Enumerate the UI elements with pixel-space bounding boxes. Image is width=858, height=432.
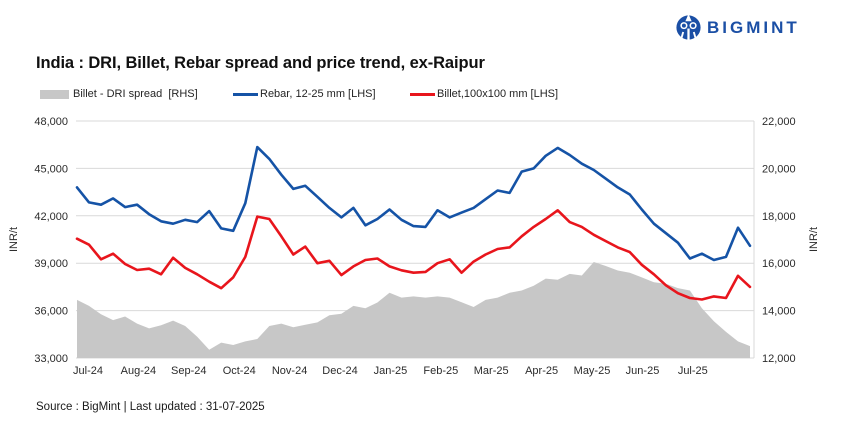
legend-swatch-line-icon: [233, 92, 258, 96]
x-tick-label: Jul-25: [678, 365, 708, 377]
y-right-tick-label: 22,000: [762, 116, 796, 128]
y-right-tick-label: 20,000: [762, 163, 796, 175]
legend: Billet - DRI spread [RHS] Rebar, 12-25 m…: [0, 86, 858, 102]
legend-label-billet: Billet,100x100 mm [LHS]: [437, 88, 559, 100]
y-right-tick-label: 12,000: [762, 353, 796, 365]
y-left-tick-label: 39,000: [34, 258, 68, 270]
legend-item-rebar: Rebar, 12-25 mm [LHS]: [233, 86, 376, 102]
source-note: Source : BigMint | Last updated : 31-07-…: [36, 401, 265, 413]
y-right-axis-title: INR/t: [808, 227, 820, 252]
x-tick-label: Apr-25: [525, 365, 558, 377]
legend-label-spread: Billet - DRI spread [RHS]: [73, 88, 198, 100]
x-tick-label: Oct-24: [223, 365, 256, 377]
series-line-rebar: [75, 145, 752, 262]
legend-swatch-line-icon: [410, 92, 435, 96]
page-title: India : DRI, Billet, Rebar spread and pr…: [36, 54, 485, 72]
x-tick-label: Sep-24: [171, 365, 206, 377]
x-tick-label: Feb-25: [423, 365, 458, 377]
bigmint-logo: BIGMINT: [676, 15, 800, 40]
y-left-tick-label: 48,000: [34, 116, 68, 128]
legend-item-billet: Billet,100x100 mm [LHS]: [410, 86, 558, 102]
y-right-tick-label: 14,000: [762, 306, 796, 318]
y-right-tick-label: 16,000: [762, 258, 796, 270]
x-tick-label: Jul-24: [73, 365, 103, 377]
legend-item-spread: Billet - DRI spread [RHS]: [40, 86, 198, 102]
x-tick-label: May-25: [574, 365, 611, 377]
y-left-tick-label: 33,000: [34, 353, 68, 365]
series-line-billet: [75, 209, 752, 301]
y-left-axis-title: INR/t: [8, 227, 20, 252]
x-tick-label: Jan-25: [374, 365, 408, 377]
bigmint-logo-icon: [676, 15, 701, 40]
y-left-tick-label: 36,000: [34, 306, 68, 318]
legend-label-rebar: Rebar, 12-25 mm [LHS]: [260, 88, 376, 100]
series-area-spread: [77, 262, 750, 358]
x-tick-label: Aug-24: [121, 365, 156, 377]
x-tick-label: Dec-24: [322, 365, 357, 377]
x-tick-label: Nov-24: [272, 365, 307, 377]
x-tick-label: Mar-25: [474, 365, 509, 377]
y-left-tick-label: 45,000: [34, 163, 68, 175]
legend-swatch-area-icon: [40, 89, 69, 99]
y-left-tick-label: 42,000: [34, 211, 68, 223]
y-right-tick-label: 18,000: [762, 211, 796, 223]
x-tick-label: Jun-25: [626, 365, 660, 377]
bigmint-logo-text: BIGMINT: [707, 17, 800, 37]
